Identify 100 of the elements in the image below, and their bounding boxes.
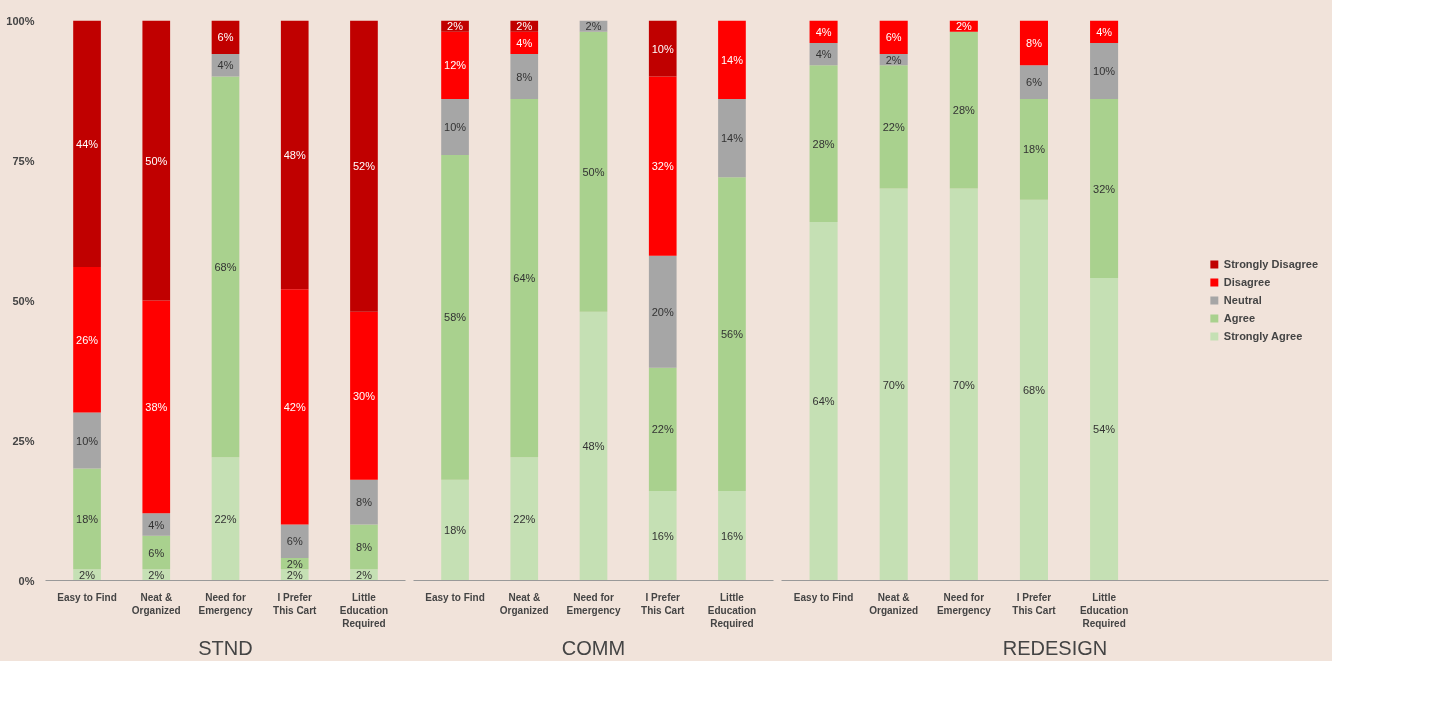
bar: [280, 20, 309, 290]
data-label: 22%: [513, 512, 536, 525]
data-label: 4%: [815, 48, 832, 61]
data-label: 22%: [882, 120, 905, 133]
bar: [879, 188, 908, 581]
bar: [142, 513, 171, 536]
bar: [280, 289, 309, 525]
data-label: 70%: [952, 378, 976, 391]
legend-label: Disagree: [1223, 276, 1271, 288]
data-label: 6%: [885, 31, 902, 44]
data-label: 32%: [1093, 182, 1116, 195]
data-label: 14%: [720, 53, 744, 66]
bar: [510, 54, 539, 99]
data-label: 2%: [585, 20, 602, 33]
bar: [809, 65, 838, 223]
data-label: 64%: [812, 395, 835, 408]
bar: [949, 31, 978, 189]
x-tick-label: Easy to Find: [57, 591, 117, 603]
data-label: 10%: [1093, 64, 1116, 77]
data-label: 42%: [283, 400, 306, 413]
data-label: 2%: [885, 53, 902, 66]
data-label: 2%: [955, 20, 972, 33]
bar: [579, 311, 608, 581]
data-label: 68%: [214, 260, 237, 273]
bar: [350, 524, 378, 570]
data-label: 54%: [1093, 423, 1116, 436]
bar: [1019, 98, 1048, 200]
bar: [211, 76, 240, 458]
data-label: 28%: [952, 104, 976, 117]
data-label: 28%: [812, 137, 835, 150]
data-label: 48%: [582, 440, 605, 453]
x-tick-label: Easy to Find: [793, 591, 854, 603]
bar: [879, 65, 908, 189]
data-label: 8%: [516, 70, 533, 83]
data-label: 10%: [76, 434, 99, 447]
data-label: 10%: [444, 120, 467, 133]
bar: [648, 490, 677, 581]
data-label: 18%: [76, 512, 99, 525]
x-axis-title: REDESIGN: [1002, 636, 1108, 659]
bar: [718, 177, 746, 491]
data-label: 70%: [882, 378, 905, 391]
bar: [211, 457, 240, 581]
data-label: 2%: [356, 568, 373, 581]
data-label: 50%: [582, 165, 605, 178]
data-label: 4%: [815, 25, 832, 38]
data-label: 30%: [352, 389, 376, 402]
bar: [648, 255, 677, 368]
x-tick-label: Need for Emergency: [566, 591, 621, 616]
x-axis-title: COMM: [561, 636, 626, 659]
bar: [73, 20, 101, 267]
bar: [142, 20, 171, 301]
bar: [280, 524, 309, 559]
bar: [718, 98, 746, 178]
data-label: 52%: [352, 160, 376, 173]
bar: [1090, 42, 1119, 99]
bar: [73, 412, 101, 469]
bar: [648, 367, 677, 491]
y-tick-label: 0%: [18, 574, 35, 587]
data-label: 18%: [1022, 143, 1046, 156]
data-label: 2%: [286, 568, 303, 581]
data-label: 8%: [356, 496, 373, 509]
data-label: 58%: [444, 311, 467, 324]
data-label: 4%: [148, 518, 165, 531]
y-tick-label: 100%: [6, 14, 35, 27]
data-label: 10%: [651, 42, 674, 55]
bar: [441, 154, 469, 480]
data-label: 50%: [145, 154, 168, 167]
data-label: 48%: [283, 148, 306, 161]
x-tick-label: Little Education Required: [1079, 591, 1129, 629]
x-tick-label: Little Education Required: [339, 591, 389, 629]
data-label: 6%: [148, 546, 165, 559]
data-label: 8%: [356, 540, 373, 553]
data-label: 4%: [217, 59, 234, 72]
data-label: 22%: [651, 423, 674, 436]
legend-label: Strongly Agree: [1223, 330, 1303, 342]
data-label: 26%: [76, 333, 99, 346]
y-tick-label: 25%: [12, 434, 35, 447]
data-label: 68%: [1022, 384, 1046, 397]
x-tick-label: Need for Emergency: [936, 591, 992, 616]
data-label: 44%: [76, 137, 99, 150]
data-label: 32%: [651, 160, 674, 173]
data-label: 8%: [1026, 36, 1043, 49]
bar: [949, 188, 978, 581]
bar: [1090, 98, 1119, 279]
legend-label: Agree: [1223, 312, 1256, 324]
data-label: 6%: [286, 535, 303, 548]
bar: [510, 457, 539, 581]
y-tick-label: 75%: [12, 154, 35, 167]
x-tick-label: Easy to Find: [425, 591, 485, 603]
data-label: 6%: [217, 31, 234, 44]
data-label: 14%: [720, 132, 744, 145]
data-label: 4%: [1096, 25, 1113, 38]
x-axis-title: STND: [198, 636, 253, 659]
data-label: 2%: [447, 20, 464, 33]
x-tick-label: Neat & Organized: [499, 591, 549, 616]
x-tick-label: Need for Emergency: [198, 591, 253, 616]
bar: [142, 300, 171, 514]
data-label: 2%: [148, 568, 165, 581]
bar: [809, 222, 838, 581]
data-label: 4%: [516, 36, 533, 49]
